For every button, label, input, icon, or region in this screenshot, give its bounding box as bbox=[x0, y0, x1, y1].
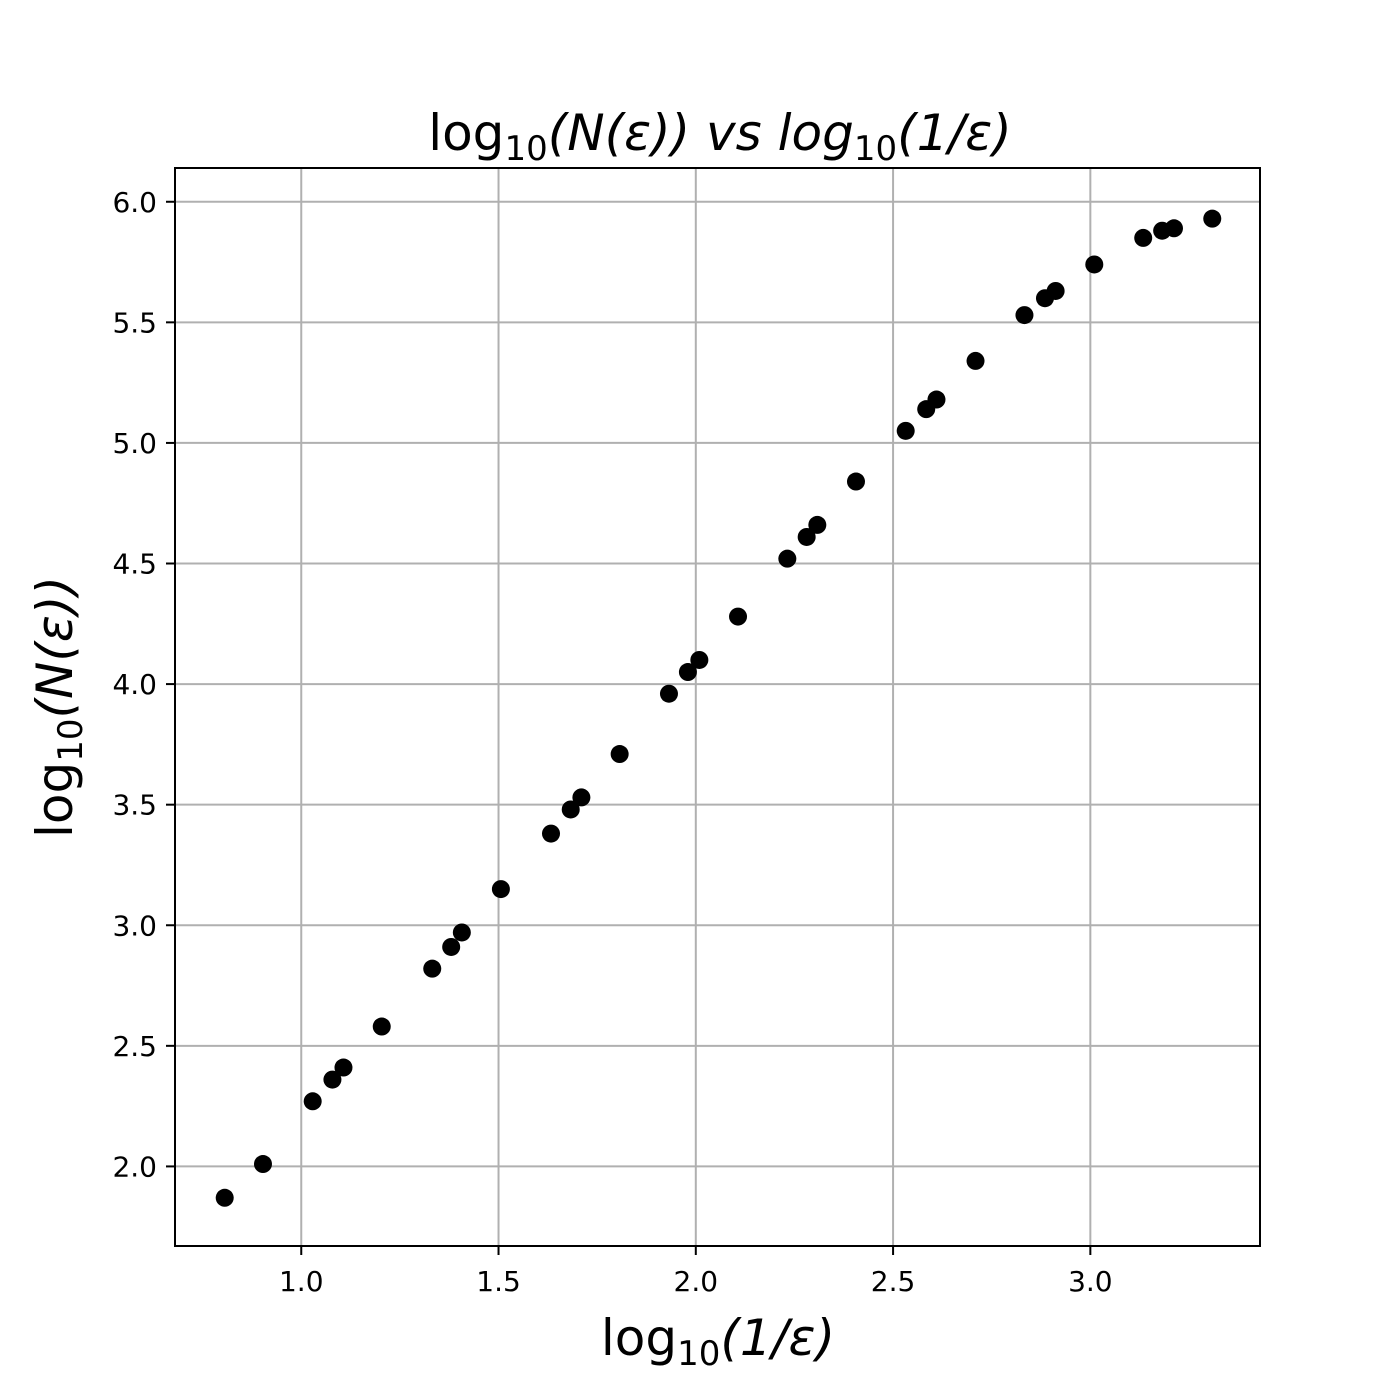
data-point bbox=[729, 607, 748, 626]
data-point bbox=[491, 880, 510, 899]
data-point bbox=[323, 1070, 342, 1089]
data-point bbox=[1015, 306, 1034, 325]
data-points bbox=[215, 209, 1222, 1207]
y-axis-label: log10(N(ε)) bbox=[26, 576, 91, 838]
data-point bbox=[927, 390, 946, 409]
data-point bbox=[1134, 228, 1153, 247]
data-point bbox=[1085, 255, 1104, 274]
data-point bbox=[778, 549, 797, 568]
data-point bbox=[846, 472, 865, 491]
data-point bbox=[896, 421, 915, 440]
data-point bbox=[690, 650, 709, 669]
y-tick-label: 4.5 bbox=[112, 548, 157, 581]
x-tick-label: 1.5 bbox=[476, 1265, 521, 1298]
data-point bbox=[334, 1058, 353, 1077]
x-tick-label: 3.0 bbox=[1068, 1265, 1113, 1298]
y-tick-label: 3.0 bbox=[112, 909, 157, 942]
data-point bbox=[1164, 219, 1183, 238]
y-axis-ticks: 2.0 2.5 3.0 3.5 4.0 4.5 5.0 5.5 6.0 bbox=[112, 186, 175, 1183]
y-tick-label: 3.5 bbox=[112, 789, 157, 822]
x-tick-label: 1.0 bbox=[279, 1265, 324, 1298]
plot-area bbox=[175, 168, 1260, 1246]
data-point bbox=[610, 745, 629, 764]
data-point bbox=[659, 684, 678, 703]
data-point bbox=[1046, 281, 1065, 300]
y-tick-label: 2.5 bbox=[112, 1030, 157, 1063]
data-point bbox=[572, 788, 591, 807]
data-point bbox=[452, 923, 471, 942]
data-point bbox=[215, 1188, 234, 1207]
data-point bbox=[797, 527, 816, 546]
x-tick-label: 2.5 bbox=[871, 1265, 916, 1298]
y-tick-label: 5.0 bbox=[112, 427, 157, 460]
data-point bbox=[808, 515, 827, 534]
data-point bbox=[1203, 209, 1222, 228]
data-point bbox=[253, 1155, 272, 1174]
chart-title: log10(N(ε)) vs log10(1/ε) bbox=[428, 104, 1012, 169]
data-point bbox=[442, 937, 461, 956]
x-axis-label: log10(1/ε) bbox=[601, 1309, 835, 1374]
data-point bbox=[561, 800, 580, 819]
data-point bbox=[966, 351, 985, 370]
y-tick-label: 6.0 bbox=[112, 186, 157, 219]
y-tick-label: 4.0 bbox=[112, 668, 157, 701]
data-point bbox=[303, 1092, 322, 1111]
plot-frame bbox=[174, 167, 1261, 1247]
y-tick-label: 5.5 bbox=[112, 306, 157, 339]
y-tick-label: 2.0 bbox=[112, 1150, 157, 1183]
data-point bbox=[542, 824, 561, 843]
x-axis-ticks: 1.0 1.5 2.0 2.5 3.0 bbox=[279, 1246, 1113, 1298]
grid-lines bbox=[175, 168, 1260, 1246]
data-point bbox=[372, 1017, 391, 1036]
data-point bbox=[423, 959, 442, 978]
x-tick-label: 2.0 bbox=[674, 1265, 719, 1298]
data-point bbox=[678, 663, 697, 682]
